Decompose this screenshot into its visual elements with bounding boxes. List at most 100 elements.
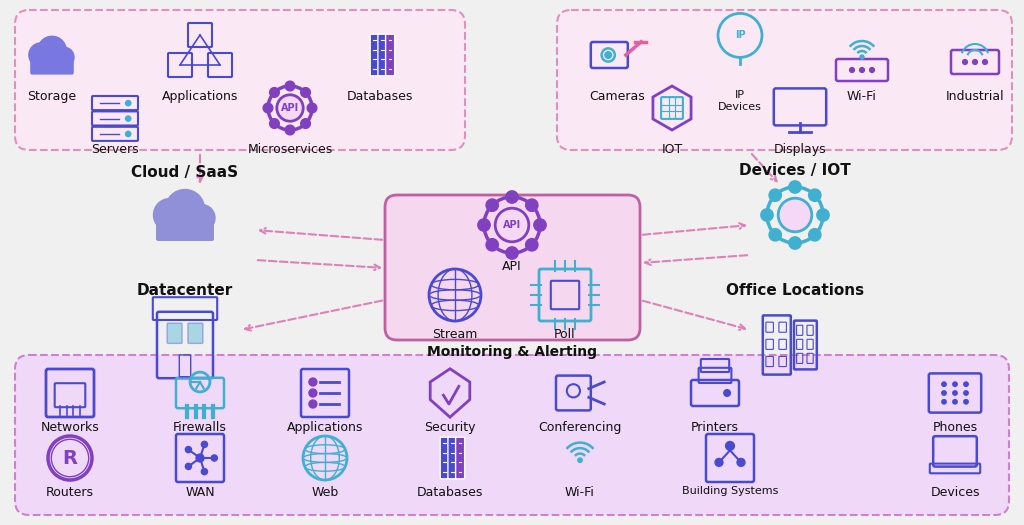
Text: Security: Security	[424, 421, 476, 434]
FancyBboxPatch shape	[385, 195, 640, 340]
Circle shape	[38, 36, 67, 65]
Text: Monitoring & Alerting: Monitoring & Alerting	[427, 345, 597, 359]
Text: Poll: Poll	[554, 328, 575, 341]
Circle shape	[309, 389, 316, 397]
FancyBboxPatch shape	[15, 355, 1009, 515]
Circle shape	[269, 88, 280, 97]
Text: Stream: Stream	[432, 328, 477, 341]
Circle shape	[54, 47, 74, 67]
Text: IOT: IOT	[662, 143, 683, 156]
Text: Databases: Databases	[417, 486, 483, 499]
Circle shape	[534, 219, 546, 231]
Circle shape	[486, 199, 499, 212]
Text: Displays: Displays	[774, 143, 826, 156]
Circle shape	[126, 116, 131, 121]
Circle shape	[506, 191, 518, 203]
Circle shape	[202, 442, 208, 447]
Circle shape	[525, 239, 538, 251]
Circle shape	[29, 43, 53, 67]
Text: Applications: Applications	[287, 421, 364, 434]
Text: Databases: Databases	[347, 90, 414, 103]
Circle shape	[188, 205, 215, 232]
Circle shape	[809, 189, 821, 202]
Circle shape	[309, 378, 316, 386]
Circle shape	[496, 208, 528, 242]
Text: Printers: Printers	[691, 421, 739, 434]
Text: Devices / IOT: Devices / IOT	[739, 163, 851, 178]
Text: WAN: WAN	[185, 486, 215, 499]
Circle shape	[126, 100, 131, 106]
Text: Storage: Storage	[28, 90, 77, 103]
Circle shape	[726, 442, 734, 450]
Circle shape	[724, 390, 730, 396]
Circle shape	[788, 237, 801, 249]
Circle shape	[761, 209, 773, 221]
FancyBboxPatch shape	[378, 34, 387, 76]
FancyBboxPatch shape	[15, 10, 465, 150]
Circle shape	[285, 81, 295, 91]
FancyBboxPatch shape	[386, 34, 394, 76]
Circle shape	[301, 88, 310, 97]
Text: Servers: Servers	[91, 143, 139, 156]
Text: API: API	[281, 103, 299, 113]
FancyBboxPatch shape	[456, 437, 465, 479]
Text: Web: Web	[311, 486, 339, 499]
Circle shape	[276, 95, 303, 121]
Text: API: API	[502, 260, 522, 273]
Circle shape	[185, 464, 191, 469]
Circle shape	[263, 103, 272, 113]
Circle shape	[942, 382, 946, 386]
Circle shape	[578, 458, 583, 463]
Circle shape	[202, 468, 208, 475]
Circle shape	[963, 60, 968, 65]
Circle shape	[166, 190, 205, 228]
Circle shape	[196, 454, 204, 462]
FancyBboxPatch shape	[371, 34, 379, 76]
Text: Cloud / SaaS: Cloud / SaaS	[131, 165, 239, 180]
Circle shape	[126, 131, 131, 136]
FancyBboxPatch shape	[440, 437, 450, 479]
Circle shape	[285, 125, 295, 135]
Circle shape	[211, 455, 217, 461]
Circle shape	[817, 209, 829, 221]
Text: Cameras: Cameras	[589, 90, 645, 103]
Circle shape	[973, 60, 977, 65]
Circle shape	[850, 68, 854, 72]
Circle shape	[605, 51, 611, 58]
Circle shape	[964, 382, 969, 386]
FancyBboxPatch shape	[167, 323, 182, 343]
Text: IP: IP	[734, 30, 745, 40]
Text: Networks: Networks	[41, 421, 99, 434]
Circle shape	[769, 189, 781, 202]
FancyBboxPatch shape	[187, 323, 203, 343]
Circle shape	[185, 447, 191, 453]
Circle shape	[788, 181, 801, 193]
FancyBboxPatch shape	[557, 10, 1012, 150]
Text: R: R	[62, 448, 78, 467]
Text: Routers: Routers	[46, 486, 94, 499]
Circle shape	[952, 382, 957, 386]
Text: Microservices: Microservices	[248, 143, 333, 156]
Circle shape	[506, 247, 518, 259]
Circle shape	[860, 55, 864, 59]
Circle shape	[307, 103, 316, 113]
Circle shape	[964, 391, 969, 395]
Text: Wi-Fi: Wi-Fi	[565, 486, 595, 499]
Circle shape	[952, 391, 957, 395]
Text: Conferencing: Conferencing	[539, 421, 622, 434]
Text: Applications: Applications	[162, 90, 239, 103]
Text: Datacenter: Datacenter	[137, 283, 233, 298]
Text: Phones: Phones	[933, 421, 978, 434]
Circle shape	[778, 198, 812, 232]
Circle shape	[301, 119, 310, 129]
Circle shape	[309, 400, 316, 408]
Circle shape	[478, 219, 490, 231]
Text: Devices: Devices	[930, 486, 980, 499]
Circle shape	[964, 400, 969, 404]
Circle shape	[154, 198, 186, 232]
Circle shape	[809, 229, 821, 241]
Circle shape	[769, 229, 781, 241]
Circle shape	[952, 400, 957, 404]
FancyBboxPatch shape	[30, 55, 74, 75]
Text: Firewalls: Firewalls	[173, 421, 227, 434]
